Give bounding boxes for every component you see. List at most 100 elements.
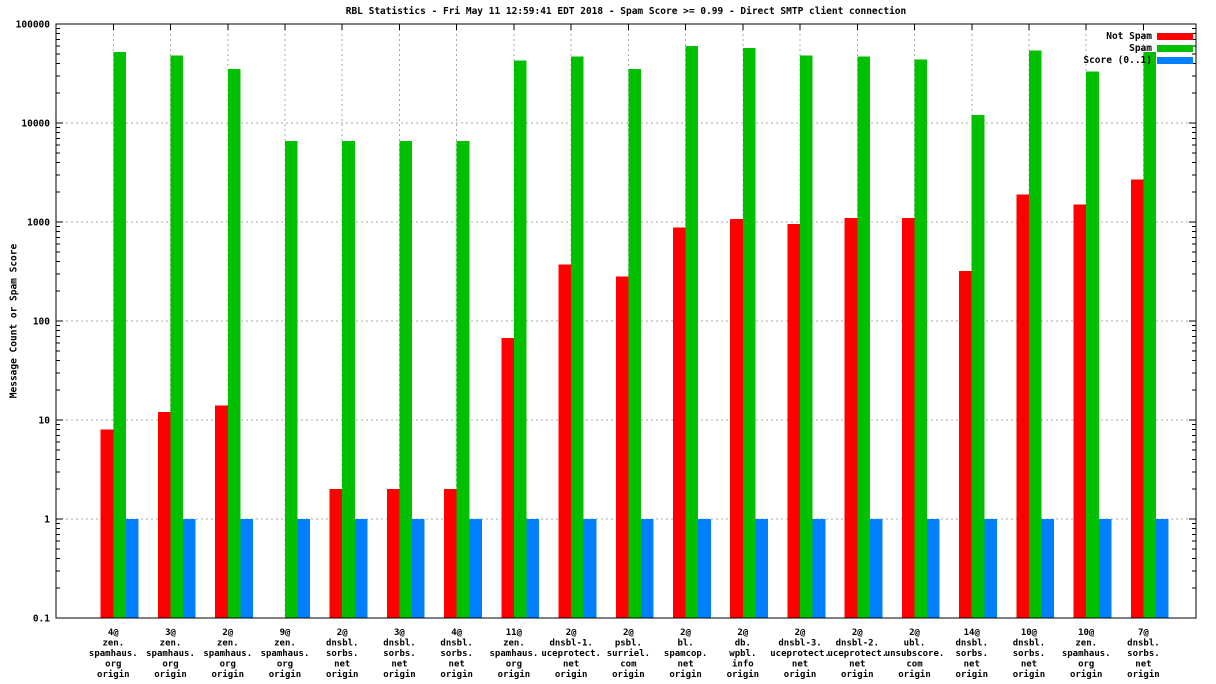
x-tick-label: 2@ bbox=[337, 628, 348, 638]
legend-label-not-spam: Not Spam bbox=[1106, 30, 1152, 42]
x-tick-label: 2@ bbox=[737, 628, 748, 638]
x-tick-label: origin bbox=[784, 669, 817, 680]
bar-spam bbox=[170, 55, 184, 619]
x-tick-label: origin bbox=[498, 669, 531, 680]
bar-not-spam bbox=[1016, 194, 1029, 618]
x-tick-label: sorbs. bbox=[955, 649, 988, 659]
bar-not-spam bbox=[673, 227, 686, 618]
x-tick-label: origin bbox=[841, 669, 874, 680]
x-tick-label: org bbox=[162, 660, 178, 670]
legend-label-spam: Spam bbox=[1129, 42, 1152, 54]
bar-spam bbox=[513, 60, 527, 619]
x-tick-label: wpbl. bbox=[729, 649, 756, 659]
x-tick-label: net bbox=[1021, 660, 1037, 670]
bar-score-0-1 bbox=[698, 519, 711, 618]
x-tick-label: net bbox=[449, 660, 465, 670]
x-tick-label: origin bbox=[326, 669, 359, 680]
x-tick-label: 2@ bbox=[566, 628, 577, 638]
y-tick-label: 1 bbox=[44, 515, 50, 526]
bar-spam bbox=[285, 140, 298, 618]
x-tick-label: unsubscore. bbox=[885, 649, 945, 659]
x-tick-label: uceprotect. bbox=[541, 649, 601, 659]
bar-spam bbox=[1143, 52, 1156, 619]
x-tick-label: origin bbox=[154, 669, 187, 680]
x-tick-label: org bbox=[220, 660, 236, 670]
x-tick-label: net bbox=[334, 660, 350, 670]
x-tick-label: origin bbox=[212, 669, 245, 680]
bar-not-spam bbox=[1073, 204, 1087, 618]
legend-swatch-not-spam bbox=[1157, 32, 1193, 40]
bar-spam bbox=[1086, 71, 1099, 618]
x-tick-label: com bbox=[620, 660, 637, 670]
bar-score-0-1 bbox=[412, 519, 425, 618]
bar-score-0-1 bbox=[984, 519, 997, 618]
bar-score-0-1 bbox=[583, 519, 597, 618]
x-tick-label: 9@ bbox=[280, 628, 291, 638]
bar-not-spam bbox=[215, 405, 228, 618]
x-tick-label: 4@ bbox=[108, 628, 119, 638]
x-tick-label: sorbs. bbox=[1127, 649, 1160, 659]
x-tick-label: org bbox=[277, 660, 293, 670]
x-tick-label: com bbox=[906, 660, 923, 670]
bar-spam bbox=[113, 52, 126, 619]
y-tick-label: 100 bbox=[33, 317, 50, 328]
bar-score-0-1 bbox=[297, 519, 311, 618]
x-tick-label: spamhaus. bbox=[89, 649, 138, 659]
x-tick-label: origin bbox=[269, 669, 302, 680]
x-tick-label: dnsbl-2. bbox=[836, 639, 879, 649]
bar-spam bbox=[342, 140, 355, 618]
y-tick-label: 0.1 bbox=[33, 614, 50, 625]
x-tick-label: origin bbox=[1070, 669, 1103, 680]
x-tick-label: spamhaus. bbox=[146, 649, 195, 659]
x-tick-label: net bbox=[849, 660, 865, 670]
x-tick-label: org bbox=[105, 660, 121, 670]
x-tick-label: spamcop. bbox=[664, 649, 707, 659]
bar-spam bbox=[971, 115, 985, 618]
bar-not-spam bbox=[558, 264, 572, 618]
x-tick-label: net bbox=[792, 660, 808, 670]
legend-entry-spam: Spam bbox=[1083, 42, 1193, 54]
x-tick-label: psbl. bbox=[615, 639, 642, 649]
bar-not-spam bbox=[386, 489, 400, 618]
bar-spam bbox=[685, 46, 699, 618]
x-tick-label: 3@ bbox=[165, 628, 176, 638]
x-tick-label: zen. bbox=[503, 639, 525, 649]
x-tick-label: zen. bbox=[217, 639, 239, 649]
bar-spam bbox=[914, 59, 928, 619]
x-tick-label: dnsbl. bbox=[326, 639, 359, 649]
x-tick-label: origin bbox=[955, 669, 988, 680]
x-tick-label: db. bbox=[735, 639, 751, 649]
x-tick-label: zen. bbox=[102, 639, 124, 649]
bar-score-0-1 bbox=[1041, 519, 1055, 618]
bar-score-0-1 bbox=[354, 519, 368, 618]
x-tick-label: spamhaus. bbox=[490, 649, 539, 659]
bar-spam bbox=[742, 48, 756, 618]
x-tick-label: zen. bbox=[1075, 639, 1097, 649]
y-tick-label: 1000 bbox=[27, 218, 50, 229]
x-tick-label: 2@ bbox=[623, 628, 634, 638]
bar-score-0-1 bbox=[1098, 519, 1112, 618]
bar-score-0-1 bbox=[526, 519, 540, 618]
x-tick-label: zen. bbox=[274, 639, 296, 649]
bar-not-spam bbox=[787, 223, 801, 619]
bar-score-0-1 bbox=[1156, 519, 1169, 618]
bar-score-0-1 bbox=[641, 519, 654, 618]
x-tick-label: dnsbl. bbox=[955, 639, 988, 649]
y-tick-label: 10000 bbox=[21, 119, 50, 130]
x-tick-label: dnsbl. bbox=[440, 639, 473, 649]
x-tick-label: dnsbl-3. bbox=[778, 639, 821, 649]
bar-not-spam bbox=[730, 219, 743, 618]
y-tick-label: 100000 bbox=[16, 20, 51, 31]
x-tick-label: sorbs. bbox=[440, 649, 473, 659]
x-tick-label: origin bbox=[1013, 669, 1046, 680]
x-tick-label: 10@ bbox=[1021, 628, 1038, 638]
x-tick-label: uceprotect. bbox=[827, 649, 887, 659]
bar-spam bbox=[456, 140, 470, 618]
x-tick-label: origin bbox=[612, 669, 645, 680]
x-tick-label: spamhaus. bbox=[203, 649, 252, 659]
x-tick-label: info bbox=[732, 659, 754, 670]
x-tick-label: sorbs. bbox=[383, 649, 416, 659]
x-tick-label: 4@ bbox=[451, 628, 462, 638]
bar-score-0-1 bbox=[755, 519, 768, 618]
x-tick-label: 2@ bbox=[852, 628, 863, 638]
